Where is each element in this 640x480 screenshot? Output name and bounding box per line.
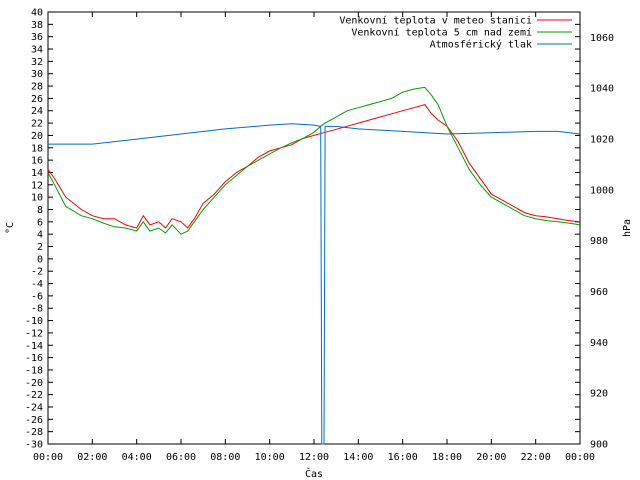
y-tick-label: -14: [25, 341, 43, 352]
y-tick-label: 4: [37, 230, 43, 241]
x-tick-label: 14:00: [343, 452, 373, 463]
x-tick-label: 08:00: [210, 452, 240, 463]
y-tick-label: 36: [31, 32, 43, 43]
y-tick-label: 24: [31, 106, 43, 117]
x-tick-label: 10:00: [255, 452, 285, 463]
series-line-3: [48, 123, 581, 445]
plot-frame: [47, 11, 581, 445]
x-tick-label: 18:00: [432, 452, 462, 463]
y-tick-label: -12: [25, 328, 43, 339]
legend: Venkovní teplota v meteo staniciVenkovní…: [339, 15, 572, 51]
x-tick-label: 00:00: [33, 452, 63, 463]
x-tick-label: 16:00: [388, 452, 418, 463]
series-line-2: [47, 86, 581, 235]
y-tick-label: -18: [25, 365, 43, 376]
y2-tick-label: 980: [590, 236, 608, 247]
x-tick-label: 02:00: [77, 452, 107, 463]
y-tick-label: 6: [37, 217, 43, 228]
y-tick-label: -22: [25, 390, 43, 401]
y2-axis-label: hPa: [622, 219, 633, 237]
y-tick-label: 10: [31, 193, 43, 204]
y-tick-label: -4: [31, 279, 43, 290]
y-tick-label: 0: [37, 254, 43, 265]
y-tick-label: -10: [25, 316, 43, 327]
y-tick-label: 8: [37, 205, 43, 216]
x-tick-label: 12:00: [299, 452, 329, 463]
x-tick-label: 20:00: [476, 452, 506, 463]
y-tick-label: 12: [31, 180, 43, 191]
x-axis: 00:00 02:00 04:00 06:00 08:00 10:00 12:00 14:00…: [33, 12, 595, 463]
y2-axis: 1060 1040 1020 1000 980 960 940 920 900: [590, 33, 614, 451]
y-tick-label: 20: [31, 131, 43, 142]
y-tick-label: -6: [31, 291, 43, 302]
y2-tick-label: 1040: [590, 84, 614, 95]
y2-tick-label: 940: [590, 338, 608, 349]
y-tick-label: -28: [25, 427, 43, 438]
y-tick-label: -8: [31, 304, 43, 315]
series-layer: [47, 86, 581, 445]
y2-tick-label: 1020: [590, 135, 614, 146]
x-tick-label: 00:00: [565, 452, 595, 463]
x-axis-label: Čas: [305, 467, 323, 480]
y-tick-label: 30: [31, 69, 43, 80]
y-tick-label: 18: [31, 143, 43, 154]
y2-tick-label: 1060: [590, 33, 614, 44]
y-tick-label: 40: [31, 8, 43, 19]
y-tick-label: -26: [25, 415, 43, 426]
y-tick-label: -30: [25, 440, 43, 451]
legend-label: Atmosférický tlak: [430, 39, 532, 51]
y2-tick-label: 960: [590, 287, 608, 298]
y2-tick-label: 1000: [590, 185, 614, 196]
y-tick-label: 28: [31, 82, 43, 93]
y-tick-label: -16: [25, 353, 43, 364]
y-tick-label: -2: [31, 267, 43, 278]
x-tick-label: 06:00: [166, 452, 196, 463]
y-tick-label: -24: [25, 402, 43, 413]
y-tick-label: 26: [31, 94, 43, 105]
legend-label: Venkovní teplota v meteo stanici: [339, 15, 532, 27]
x-tick-label: 04:00: [122, 452, 152, 463]
series-line-1: [47, 104, 581, 229]
y2-tick-label: 900: [590, 440, 608, 451]
y-tick-label: -20: [25, 378, 43, 389]
legend-label: Venkovní teplota 5 cm nad zemí: [351, 27, 532, 39]
y2-tick-label: 920: [590, 389, 608, 400]
y-axis: 4038363432302826242220181614121086420-2-…: [25, 8, 580, 451]
y-tick-label: 14: [31, 168, 43, 179]
y-tick-label: 2: [37, 242, 43, 253]
x-tick-label: 22:00: [521, 452, 551, 463]
y-tick-label: 22: [31, 119, 43, 130]
y-tick-label: 32: [31, 57, 43, 68]
y-tick-label: 16: [31, 156, 43, 167]
y-axis-label: °C: [5, 222, 16, 234]
y-tick-label: 38: [31, 20, 43, 31]
y-tick-label: 34: [31, 45, 43, 56]
